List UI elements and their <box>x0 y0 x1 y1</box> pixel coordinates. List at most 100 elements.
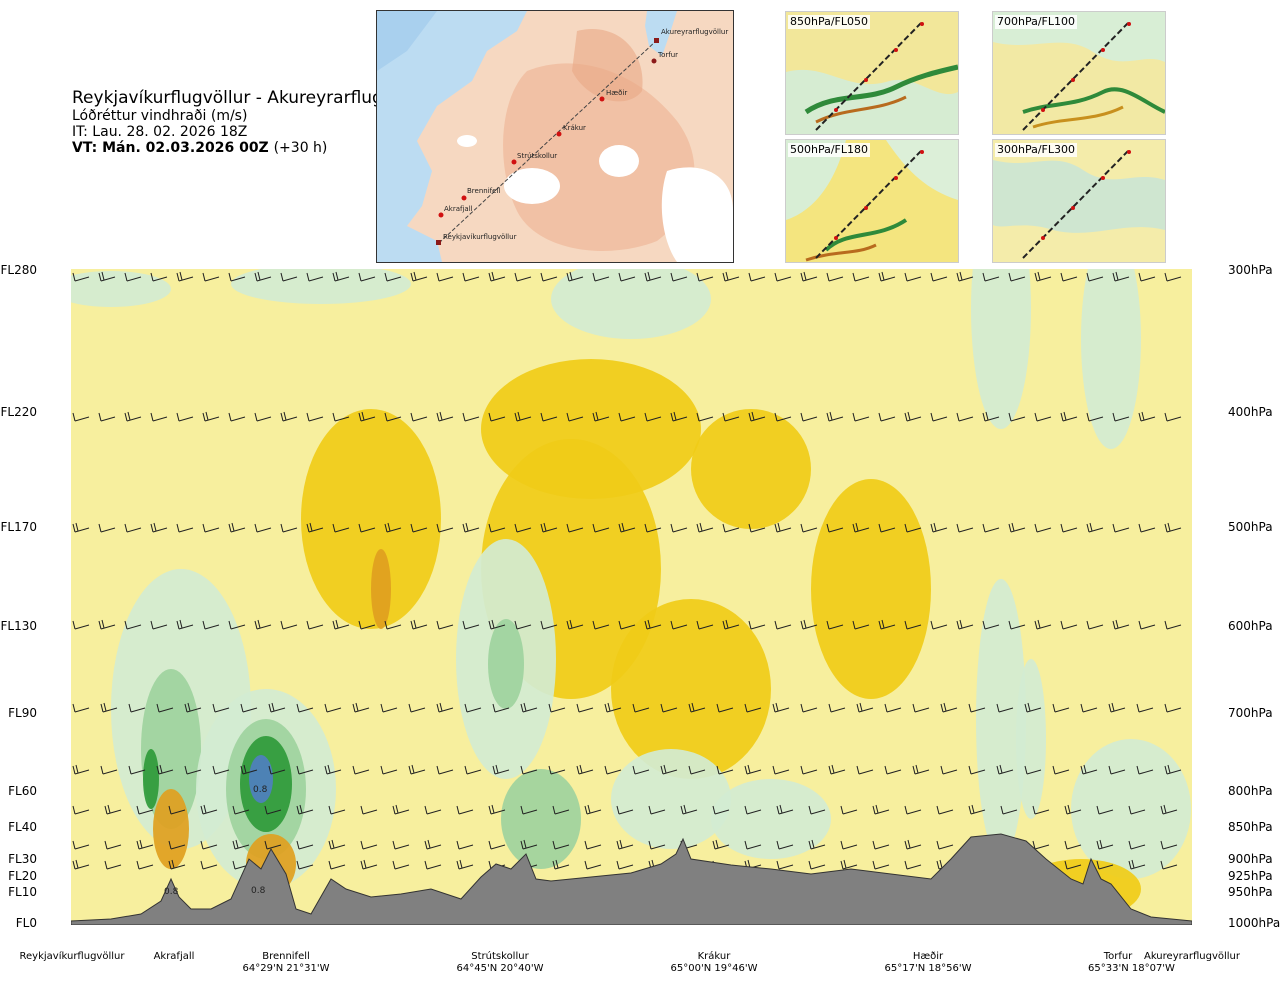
barb-staff <box>158 769 174 775</box>
barb-feather <box>543 522 547 532</box>
map-label-krakur: Krákur <box>563 124 586 132</box>
wind-barb <box>150 412 168 422</box>
wind-barb <box>748 523 766 533</box>
barb-staff <box>1166 707 1182 713</box>
barb-feather <box>744 765 748 775</box>
contour-region <box>1071 739 1191 879</box>
route-point-name: Brennifell <box>262 951 310 962</box>
barb-feather <box>1034 523 1038 533</box>
barb-feather <box>1008 620 1012 630</box>
barb-feather <box>744 703 748 713</box>
thumbnail-500hpa[interactable]: 500hPa/FL180 <box>785 139 959 263</box>
barb-feather <box>933 522 937 532</box>
barb-staff <box>170 864 186 870</box>
barb-feather <box>644 523 648 533</box>
wind-barb <box>576 764 594 775</box>
barb-feather <box>1128 840 1132 850</box>
wind-barb <box>878 412 896 422</box>
barb-feather <box>722 272 726 282</box>
hpa-label-800: 800hPa <box>1228 784 1273 798</box>
barb-feather <box>584 840 588 850</box>
barb-feather <box>1008 412 1012 422</box>
barb-feather <box>380 703 384 713</box>
barb-feather <box>878 272 882 282</box>
barb-feather <box>456 805 460 815</box>
barb-staff <box>354 707 370 713</box>
barb-feather <box>360 840 364 850</box>
barb-feather <box>1138 523 1142 533</box>
barb-staff <box>1130 864 1146 870</box>
barb-feather <box>309 522 313 532</box>
wind-barb <box>540 522 558 533</box>
barb-staff <box>776 416 792 422</box>
barb-staff <box>1066 864 1082 870</box>
barb-staff <box>906 809 922 815</box>
barb-staff <box>750 276 766 282</box>
wind-barb <box>202 523 220 533</box>
barb-feather <box>328 805 332 815</box>
barb-staff <box>204 416 220 422</box>
barb-feather <box>456 840 460 850</box>
barb-feather <box>1160 805 1164 815</box>
hpa-label-950: 950hPa <box>1228 885 1273 899</box>
barb-staff <box>1088 527 1104 533</box>
barb-staff <box>650 809 666 815</box>
barb-feather <box>495 764 499 774</box>
barb-staff <box>74 809 90 815</box>
barb-feather <box>904 860 908 870</box>
barb-staff <box>550 769 566 775</box>
barb-feather <box>491 804 495 814</box>
thumbnail-700hpa[interactable]: 700hPa/FL100 <box>992 11 1166 135</box>
wind-barb <box>956 271 974 282</box>
barb-staff <box>382 769 398 775</box>
contour-region <box>371 549 391 629</box>
wind-barb <box>98 523 116 533</box>
barb-feather <box>520 805 524 815</box>
barb-staff <box>308 276 324 282</box>
wind-barb <box>410 523 428 533</box>
barb-staff <box>516 624 532 630</box>
barb-feather <box>829 411 833 421</box>
barb-feather <box>800 272 804 282</box>
barb-staff <box>1054 769 1070 775</box>
wind-barb <box>488 412 506 422</box>
barb-staff <box>774 769 790 775</box>
barb-feather <box>72 805 76 815</box>
route-point-brennifell: Brennifell 64°29'N 21°31'W <box>230 951 342 975</box>
wind-barb <box>592 620 610 630</box>
barb-feather <box>618 620 622 630</box>
wind-barb <box>936 840 954 850</box>
wind-barb <box>1138 620 1156 630</box>
barb-feather <box>1108 765 1112 775</box>
wind-barb <box>648 805 666 815</box>
barb-feather <box>1131 859 1135 869</box>
barb-feather <box>566 412 570 422</box>
thumbnail-850hpa[interactable]: 850hPa/FL050 <box>785 11 959 135</box>
barb-staff <box>698 416 714 422</box>
barb-feather <box>875 804 879 814</box>
barb-staff <box>938 844 954 850</box>
barb-feather <box>881 619 885 629</box>
barb-feather <box>492 765 496 775</box>
barb-feather <box>1067 804 1071 814</box>
barb-feather <box>358 523 362 533</box>
wind-barb <box>228 522 246 533</box>
barb-staff <box>958 624 974 630</box>
barb-feather <box>462 523 466 533</box>
barb-feather <box>257 271 261 281</box>
barb-staff <box>1166 416 1182 422</box>
barb-feather <box>548 703 552 713</box>
wind-barb <box>1008 620 1026 630</box>
barb-staff <box>554 844 570 850</box>
route-point-akureyri: Akureyrarflugvöllur <box>1140 951 1244 963</box>
wind-barb <box>280 620 298 630</box>
wind-barb <box>128 765 146 775</box>
wind-barb <box>722 271 740 282</box>
wind-barbs <box>72 271 1182 870</box>
wind-barb <box>644 412 662 422</box>
thumbnail-300hpa[interactable]: 300hPa/FL300 <box>992 139 1166 263</box>
barb-staff <box>74 864 90 870</box>
barb-feather <box>176 272 180 282</box>
barb-staff <box>568 527 584 533</box>
barb-feather <box>930 620 934 630</box>
